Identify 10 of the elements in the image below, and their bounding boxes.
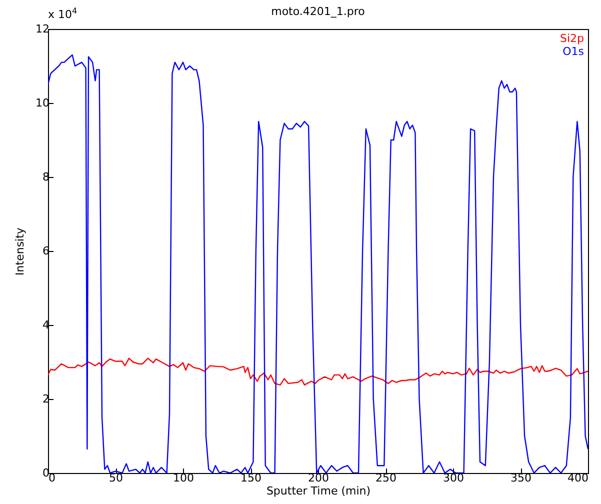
y-tick-label: 4: [42, 318, 50, 332]
y-axis-title: Intensity: [14, 227, 27, 276]
line-series: [48, 54, 588, 473]
y-tick-label: 12: [36, 22, 50, 36]
x-axis-title: Sputter Time (min): [266, 484, 371, 498]
line-series: [48, 358, 588, 386]
text: x 10$^{4}$: [48, 6, 78, 21]
text: Si2p: [560, 32, 584, 45]
text: O1s: [562, 45, 584, 58]
chart-title: moto.4201_1.pro: [271, 5, 366, 18]
